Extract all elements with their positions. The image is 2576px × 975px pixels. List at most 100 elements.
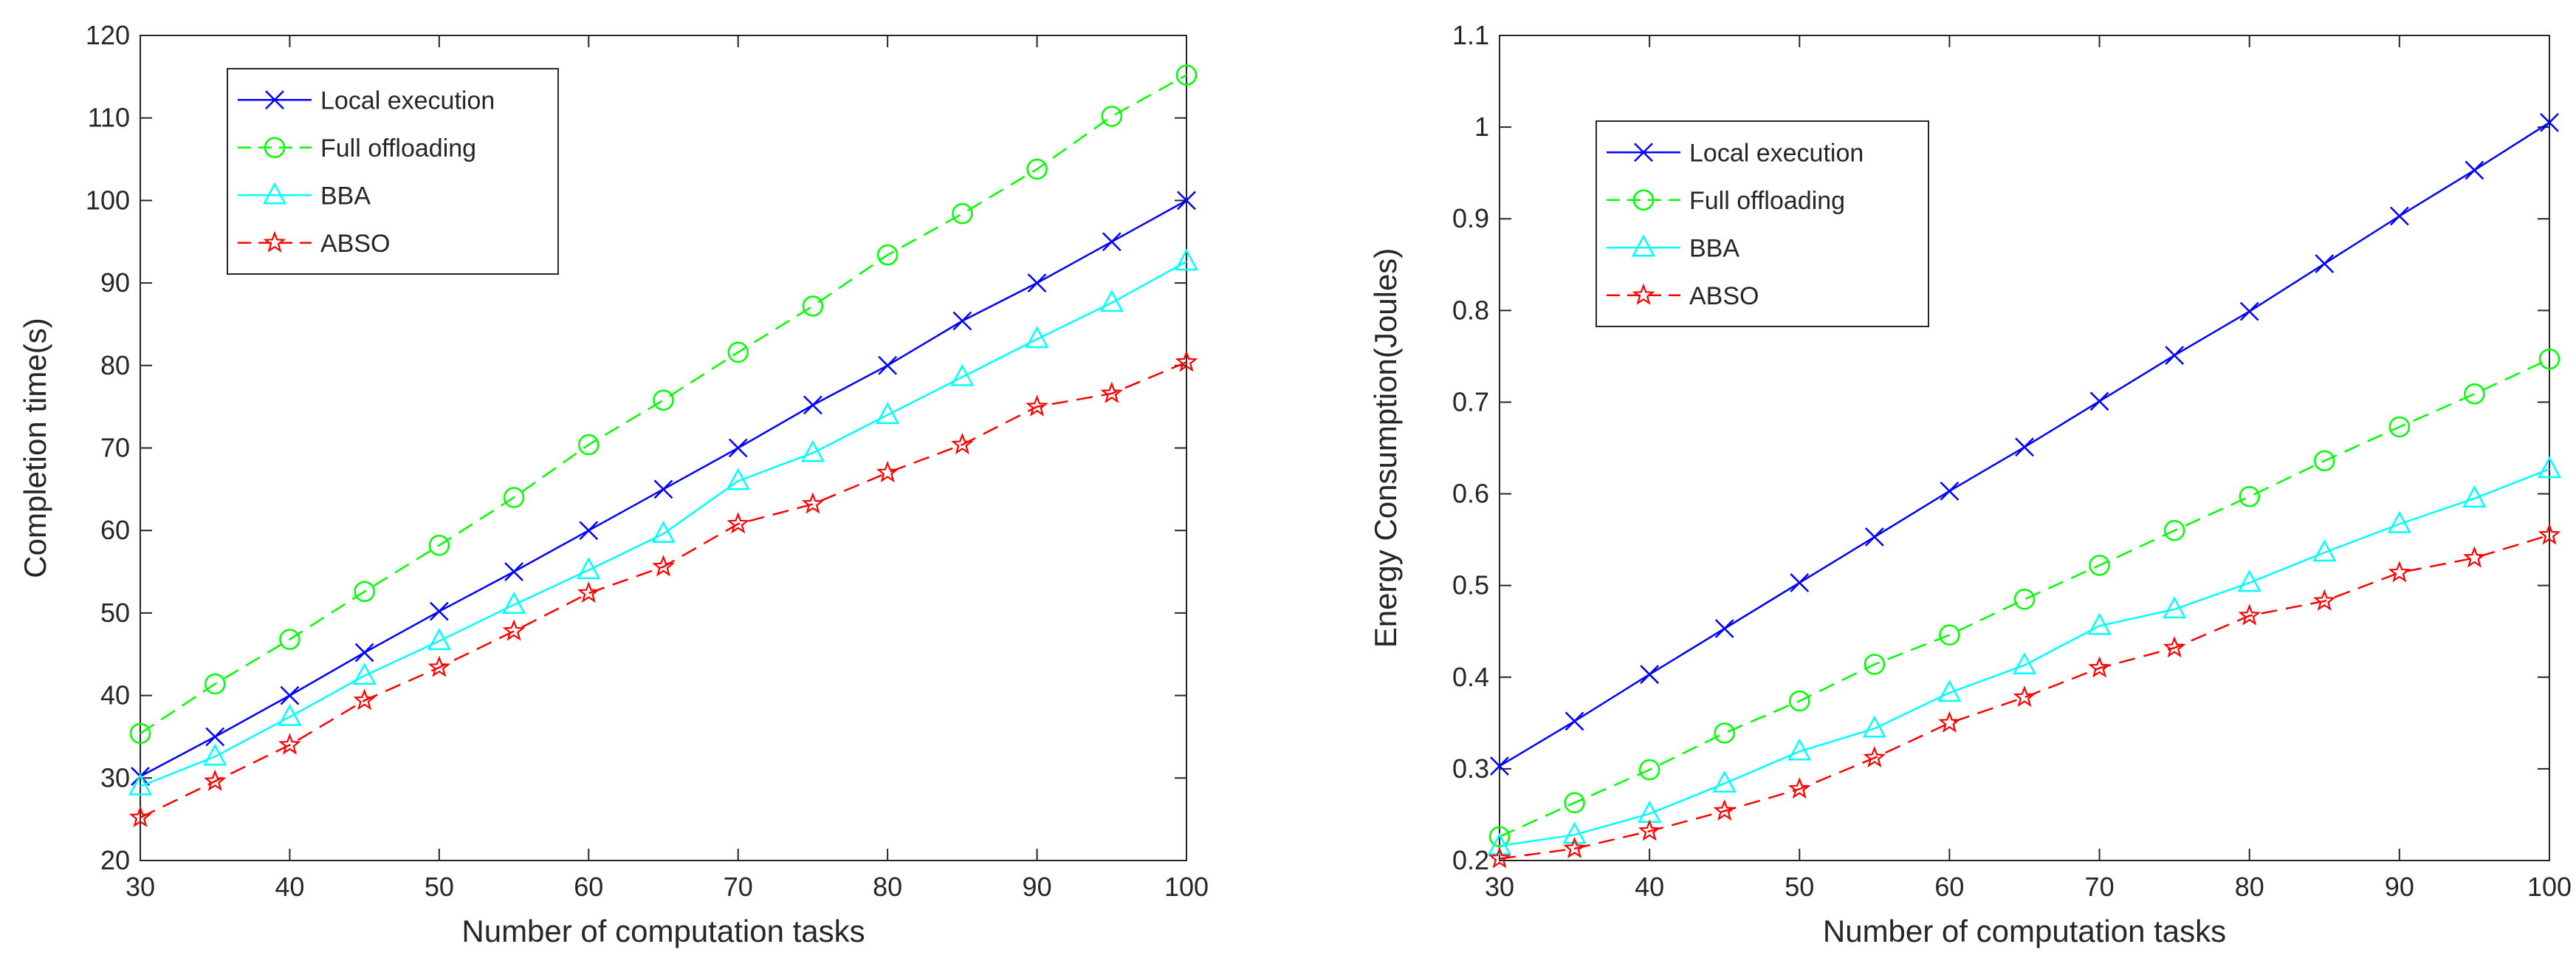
data-point <box>2387 510 2411 533</box>
y-tick-label: 110 <box>88 103 130 133</box>
data-point <box>2165 346 2185 366</box>
data-point <box>802 295 824 317</box>
data-point <box>1940 481 1960 501</box>
data-point <box>203 743 227 766</box>
data-point <box>1100 381 1124 403</box>
data-point <box>803 395 822 415</box>
series-local-execution <box>1490 113 2559 776</box>
data-point <box>503 487 525 508</box>
x-tick-label: 50 <box>1785 872 1814 902</box>
data-point <box>2015 437 2034 457</box>
data-point <box>280 685 300 705</box>
legend-label: Local execution <box>1689 139 1864 167</box>
legend: Local execution Full offloading BBA ABSO <box>1596 120 1929 327</box>
data-point <box>577 557 601 580</box>
data-point <box>2237 569 2261 592</box>
data-point <box>2463 546 2486 568</box>
y-tick-label: 0.9 <box>1452 203 1489 233</box>
data-point <box>2312 589 2336 611</box>
data-point <box>876 460 899 483</box>
data-point <box>2089 391 2109 411</box>
data-point <box>2462 485 2487 508</box>
data-point <box>2163 596 2187 619</box>
x-axis-label: Number of computation tasks <box>461 914 865 948</box>
data-point <box>1026 394 1048 417</box>
data-point <box>1863 745 1886 768</box>
y-axis-label: Energy Consumption(Joules) <box>1368 248 1403 649</box>
data-point <box>427 655 451 677</box>
x-tick-label: 30 <box>1485 872 1514 902</box>
legend-marker <box>1632 283 1655 305</box>
legend-label: BBA <box>1689 234 1739 262</box>
data-point <box>278 733 301 755</box>
y-tick-label: 0.8 <box>1452 295 1489 325</box>
data-point <box>278 704 302 726</box>
legend-label: ABSO <box>1689 282 1759 310</box>
data-point <box>726 468 750 490</box>
x-tick-label: 80 <box>873 872 902 902</box>
legend-marker <box>1632 189 1655 211</box>
data-point <box>1175 64 1198 86</box>
data-point <box>1937 680 1962 702</box>
data-point <box>653 389 674 411</box>
x-tick-label: 100 <box>1164 872 1209 902</box>
x-tick-label: 70 <box>724 872 753 902</box>
y-tick-label: 70 <box>100 433 130 463</box>
data-point <box>1025 326 1049 349</box>
data-point <box>876 402 900 425</box>
data-point <box>1488 846 1511 869</box>
data-point <box>1026 158 1048 180</box>
x-tick-label: 30 <box>126 872 155 902</box>
y-tick-label: 90 <box>100 267 130 298</box>
series-line <box>140 74 1187 735</box>
x-tick-label: 60 <box>1934 872 1964 902</box>
x-tick-label: 100 <box>2527 872 2572 902</box>
data-point <box>1562 821 1587 844</box>
legend-marker <box>262 182 287 205</box>
x-tick-label: 50 <box>425 872 454 902</box>
data-point <box>727 512 750 534</box>
legend-marker <box>264 137 286 158</box>
series-full-offloading <box>129 64 1198 745</box>
y-tick-label: 0.6 <box>1452 479 1489 509</box>
y-tick-label: 30 <box>100 762 130 793</box>
y-tick-label: 50 <box>100 598 130 628</box>
data-point <box>579 521 599 541</box>
data-point <box>1714 619 1734 638</box>
data-point <box>2239 486 2260 507</box>
data-point <box>1174 248 1199 271</box>
series-abso <box>1488 523 2561 869</box>
data-point <box>1027 273 1047 292</box>
data-point <box>2238 603 2261 626</box>
y-axis-label: Completion time(s) <box>18 318 52 578</box>
series-abso <box>128 350 1198 827</box>
y-tick-label: 0.7 <box>1452 386 1489 417</box>
legend-label: Full offloading <box>1689 187 1845 215</box>
data-point <box>2538 523 2561 545</box>
data-point <box>2314 450 2335 472</box>
series-line <box>140 361 1187 819</box>
data-point <box>1101 106 1123 127</box>
data-point <box>2389 206 2409 226</box>
data-point <box>728 438 748 458</box>
data-point <box>1175 350 1198 372</box>
data-point <box>2538 348 2560 370</box>
y-tick-label: 0.2 <box>1452 845 1489 875</box>
data-point <box>2464 383 2485 405</box>
legend-label: Local execution <box>320 86 495 114</box>
data-point <box>951 432 974 455</box>
data-point <box>2163 636 2186 658</box>
series-line <box>1499 468 2550 847</box>
data-point <box>1862 715 1886 738</box>
data-point <box>205 727 225 747</box>
legend-marker <box>263 230 286 253</box>
data-point <box>1790 573 1810 592</box>
data-point <box>1939 624 1960 646</box>
legend-marker <box>1631 234 1656 257</box>
data-point <box>1640 665 1660 684</box>
data-point <box>2013 589 2036 610</box>
series-bba <box>128 248 1199 796</box>
data-point <box>428 535 450 556</box>
chart-2: 30 40 50 60 70 80 90 100 0.2 0.3 0.4 0.5 0.6 0.7 0.8 0.… <box>1368 20 2572 948</box>
data-point <box>1177 191 1196 211</box>
